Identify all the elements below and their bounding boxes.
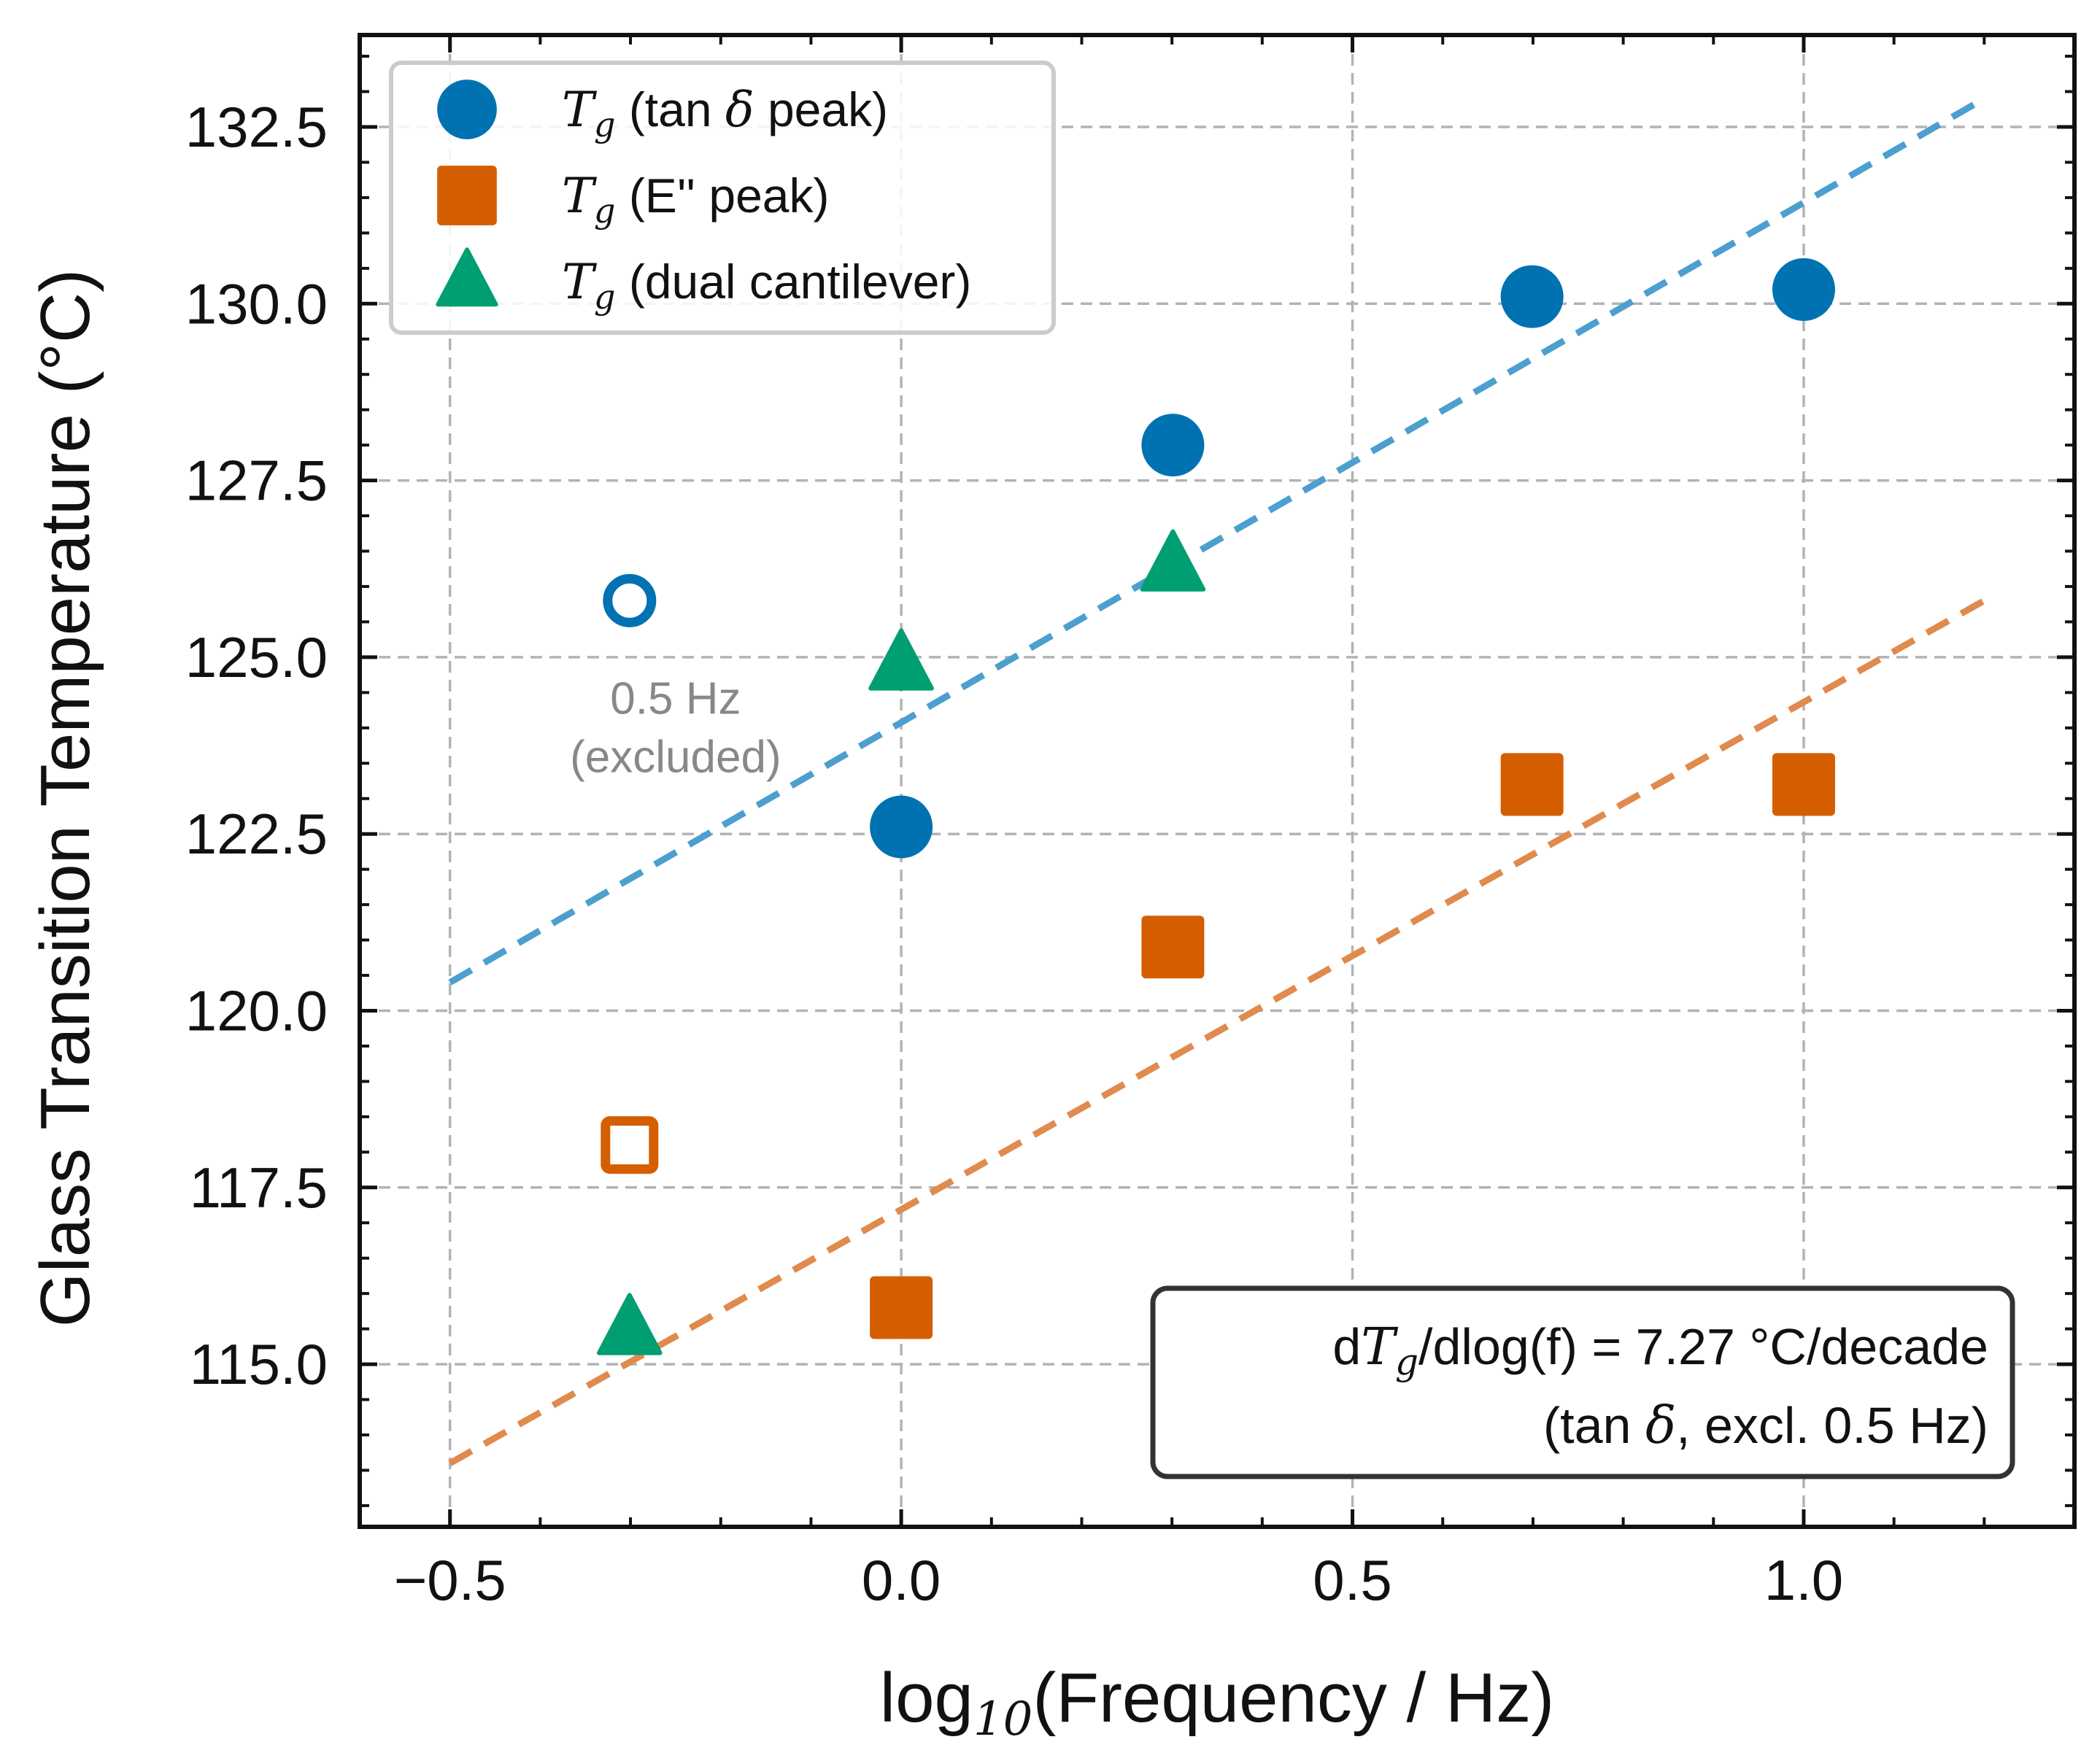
data-point-0-0 [870,795,933,859]
y-tick-label-3: 122.5 [185,802,328,866]
legend-entry-delta-0: δ [725,82,754,138]
data-point-2-0 [597,1293,663,1355]
legend-entry-rest-0: (tan [615,82,725,136]
legend-entry-tail-0: peak) [754,82,888,136]
axis-ticks [358,35,2076,1527]
slope-line1-sub: g [1395,1341,1418,1383]
y-tick-label-2: 120.0 [185,978,328,1042]
plot-frame [358,33,2077,1529]
x-axis-label-rest: (Frequency / Hz) [1032,1659,1554,1737]
slope-line1-math: T [1361,1317,1398,1377]
legend-entry-rest-1: (E'' peak) [615,169,829,222]
legend-box [389,61,1056,335]
x-tick-label-2: 0.5 [1313,1548,1391,1612]
data-point-0-1 [1141,414,1205,477]
y-tick-label-6: 130.0 [185,271,328,336]
y-axis-label: Glass Transition Temperature (°C) [26,269,104,1327]
excluded-point-0-0 [603,573,657,627]
legend-entry-1: Tg (E'' peak) [562,168,829,231]
slope-box-border [1150,1285,2015,1479]
fit-line-0 [448,96,1986,986]
legend: Tg (tan δ peak)Tg (E'' peak)Tg (dual can… [389,61,1056,335]
slope-box-line2: (tan δ, excl. 0.5 Hz) [1543,1396,1988,1455]
y-tick-label-5: 127.5 [185,449,328,513]
x-tick-label-3: 1.0 [1764,1548,1843,1612]
legend-entry-0: Tg (tan δ peak) [562,82,888,144]
data-point-1-3 [1772,753,1835,816]
legend-entry-math-0: T [562,82,598,138]
legend-marker-0 [437,80,497,139]
data-point-1-0 [870,1276,933,1339]
slope-line2-delta: δ [1645,1396,1676,1455]
excluded-point-1-0 [601,1116,659,1174]
slope-line2-prefix: (tan [1543,1397,1645,1454]
slope-line1-prefix: d [1332,1318,1361,1375]
legend-entry-2: Tg (dual cantilever) [562,254,971,317]
x-tick-label-1: 0.0 [862,1548,941,1612]
legend-entry-rest-2: (dual cantilever) [615,255,971,309]
excluded-annotation-line2: (excluded) [570,732,781,782]
plot-border [358,33,2077,1529]
slope-line1-rest: /dlog(f) = 7.27 °C/decade [1418,1318,1988,1375]
excluded-annotation-line1: 0.5 Hz [610,673,741,724]
tick-labels: −0.5 0.0 0.5 1.0 115.0 117.5 120.0 122.5 125.0 12… [185,95,1843,1612]
data-point-0-3 [1772,258,1835,321]
legend-entry-math-2: T [562,254,598,310]
legend-entry-math-1: T [562,168,598,224]
fit-lines [448,96,1986,1466]
x-axis-label-prefix: log [880,1659,973,1737]
data-points [597,258,1835,1355]
data-point-2-2 [1140,529,1206,592]
x-tick-label-0: −0.5 [394,1548,506,1612]
y-tick-label-7: 132.5 [185,95,328,159]
data-point-2-1 [868,628,934,691]
data-point-1-1 [1141,916,1205,979]
legend-marker-2 [436,247,498,307]
legend-entry-sub-0: g [594,105,615,144]
slope-line2-rest: , excl. 0.5 Hz) [1676,1397,1988,1454]
x-axis-label-subscript: 10 [973,1692,1032,1746]
fit-line-1 [448,597,1986,1466]
y-tick-label-0: 115.0 [190,1332,328,1396]
data-point-0-2 [1500,265,1564,328]
y-tick-label-4: 125.0 [185,625,328,689]
legend-entry-sub-1: g [594,191,615,231]
data-point-1-2 [1500,753,1564,816]
y-tick-label-1: 117.5 [190,1156,328,1220]
legend-marker-1 [437,166,497,225]
slope-box-line1: dTg/dlog(f) = 7.27 °C/decade [1332,1317,1988,1383]
x-axis-label: log10(Frequency / Hz) [880,1659,1554,1746]
legend-entry-sub-2: g [594,277,615,317]
slope-annotation-box: dTg/dlog(f) = 7.27 °C/decade (tan δ, exc… [1150,1285,2015,1479]
